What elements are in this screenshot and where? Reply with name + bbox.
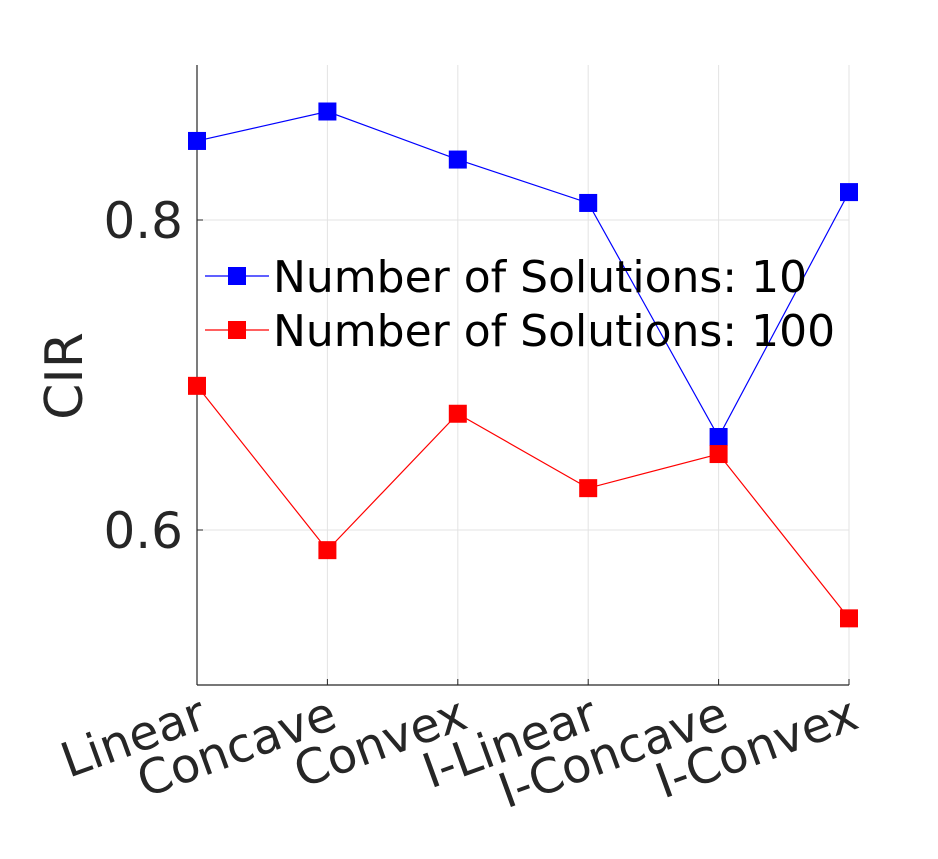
y-tick-label: 0.6 bbox=[103, 502, 183, 560]
y-tick-labels: 0.6 0.8 bbox=[103, 192, 183, 560]
legend-label: Number of Solutions: 100 bbox=[273, 306, 835, 357]
legend-marker bbox=[228, 267, 246, 285]
x-tick-labels: LinearConcaveConvexI-LinearI-ConcaveI-Co… bbox=[54, 686, 865, 820]
data-point-marker bbox=[318, 102, 337, 121]
series-layer bbox=[188, 102, 858, 628]
data-point-marker bbox=[840, 183, 858, 202]
data-point-marker bbox=[840, 609, 858, 628]
legend-label: Number of Solutions: 10 bbox=[273, 252, 807, 303]
series-1 bbox=[188, 102, 858, 446]
data-point-marker bbox=[448, 150, 467, 169]
legend-marker bbox=[228, 321, 246, 339]
data-point-marker bbox=[188, 376, 206, 395]
legend-item: Number of Solutions: 100 bbox=[205, 306, 835, 357]
legend-item: Number of Solutions: 10 bbox=[205, 252, 807, 303]
series-line bbox=[196, 110, 850, 439]
series-2 bbox=[188, 376, 858, 628]
data-point-marker bbox=[579, 193, 598, 212]
data-point-marker bbox=[318, 541, 337, 560]
y-tick-label: 0.8 bbox=[103, 192, 183, 250]
data-point-marker bbox=[579, 479, 598, 498]
data-point-marker bbox=[188, 131, 206, 150]
axes bbox=[196, 65, 850, 686]
data-point-marker bbox=[709, 428, 728, 446]
series-line bbox=[196, 385, 850, 619]
data-point-marker bbox=[709, 445, 728, 464]
y-axis-label: CIR bbox=[35, 332, 95, 420]
data-point-marker bbox=[448, 404, 467, 423]
